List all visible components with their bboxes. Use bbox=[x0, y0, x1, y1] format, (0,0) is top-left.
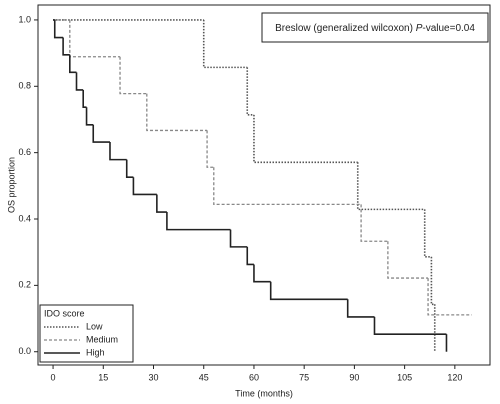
annotation-italic: P bbox=[416, 23, 423, 34]
step-segment bbox=[213, 167, 362, 206]
x-axis-label: Time (months) bbox=[235, 388, 293, 398]
y-tick-label: 0.2 bbox=[18, 280, 31, 290]
step-segment bbox=[360, 204, 388, 242]
y-tick-label: 0.6 bbox=[18, 147, 31, 157]
annotation-suffix: -value=0.04 bbox=[422, 23, 475, 34]
y-tick-label: 0.4 bbox=[18, 213, 31, 223]
legend-title: IDO score bbox=[44, 308, 85, 318]
x-tick-label: 90 bbox=[349, 372, 359, 382]
step-segment bbox=[69, 54, 77, 74]
legend-label: Low bbox=[86, 321, 103, 331]
legend-label: Medium bbox=[86, 334, 118, 344]
x-tick-label: 15 bbox=[98, 372, 108, 382]
step-segment bbox=[92, 124, 110, 143]
x-tick-label: 105 bbox=[397, 372, 412, 382]
step-segment bbox=[166, 212, 231, 231]
legend-label: High bbox=[86, 347, 105, 357]
step-segment bbox=[356, 162, 425, 211]
x-tick-label: 75 bbox=[299, 372, 309, 382]
step-segment bbox=[146, 93, 208, 132]
step-segment bbox=[85, 107, 94, 126]
step-segment bbox=[132, 177, 157, 196]
annotation-prefix: Breslow (generalized wilcoxon) bbox=[275, 23, 416, 34]
x-tick-label: 0 bbox=[51, 372, 56, 382]
step-segment bbox=[202, 19, 248, 69]
annotation: Breslow (generalized wilcoxon) P-value=0… bbox=[275, 23, 475, 34]
survival-curve bbox=[53, 19, 448, 352]
step-segment bbox=[229, 229, 248, 248]
step-segment bbox=[246, 67, 254, 116]
step-segment bbox=[119, 56, 147, 95]
step-segment bbox=[346, 299, 375, 318]
step-segment bbox=[387, 241, 429, 279]
y-tick-label: 0.0 bbox=[18, 346, 31, 356]
step-segment bbox=[156, 194, 167, 213]
step-segment bbox=[373, 316, 447, 335]
step-segment bbox=[125, 159, 134, 179]
y-tick-label: 1.0 bbox=[18, 14, 31, 24]
x-tick-label: 120 bbox=[447, 372, 462, 382]
step-segment bbox=[82, 89, 87, 108]
step-segment bbox=[269, 281, 348, 301]
x-tick-label: 45 bbox=[199, 372, 209, 382]
step-segment bbox=[109, 142, 127, 161]
y-tick-label: 0.8 bbox=[18, 81, 31, 91]
step-segment bbox=[253, 114, 358, 164]
annotation-box bbox=[261, 12, 489, 43]
step-segment bbox=[53, 19, 64, 39]
x-tick-label: 30 bbox=[149, 372, 159, 382]
x-tick-label: 60 bbox=[249, 372, 259, 382]
plot-frame bbox=[37, 4, 491, 366]
step-segment bbox=[253, 264, 271, 283]
survival-curve bbox=[53, 19, 436, 352]
y-axis-label: OS proportion bbox=[6, 157, 16, 213]
survival-curve bbox=[53, 19, 472, 316]
step-segment bbox=[430, 256, 435, 306]
step-segment bbox=[69, 19, 121, 58]
step-segment bbox=[62, 37, 70, 56]
step-segment bbox=[206, 130, 214, 168]
step-segment bbox=[423, 209, 432, 258]
step-segment bbox=[427, 278, 472, 316]
step-segment bbox=[246, 246, 254, 266]
step-segment bbox=[75, 72, 84, 91]
